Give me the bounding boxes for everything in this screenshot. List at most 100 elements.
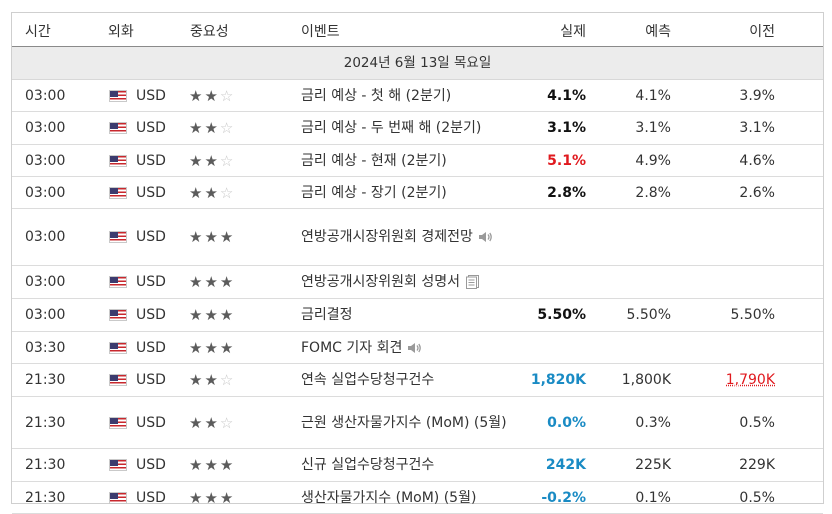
us-flag-icon [109, 122, 127, 134]
row-currency: USD [136, 152, 166, 169]
star-filled-icon: ★ [189, 228, 205, 246]
table-row[interactable]: 21:30 USD ★★☆ 연속 실업수당청구건수 1,820K 1,800K 1,790K [12, 364, 823, 397]
header-importance: 중요성 [190, 24, 229, 40]
event-link[interactable]: 연속 실업수당청구건수 [301, 369, 516, 391]
star-filled-icon: ★ [204, 151, 220, 170]
row-currency: USD [136, 120, 166, 136]
actual-value: -0.2% [541, 489, 586, 506]
table-row[interactable]: 03:00 USD ★★☆ 금리 예상 - 장기 (2분기) 2.8% 2.8% 2.6% [12, 177, 823, 209]
star-filled-icon: ★ [189, 413, 205, 432]
table-row[interactable]: 21:30 USD ★★★ 신규 실업수당청구건수 242K 225K 229K [12, 449, 823, 482]
table-header: 시간 외화 중요성 이벤트 실제 예측 이전 [12, 13, 823, 47]
event-link[interactable]: 금리 예상 - 두 번째 해 (2분기) [301, 117, 516, 139]
event-link[interactable]: 연방공개시장위원회 경제전망 [301, 226, 516, 248]
event-link[interactable]: 생산자물가지수 (MoM) (5월) [301, 487, 516, 509]
event-link[interactable]: 신규 실업수당청구건수 [301, 454, 516, 476]
speaker-icon[interactable] [478, 231, 493, 243]
us-flag-icon [109, 416, 127, 429]
event-link[interactable]: 연방공개시장위원회 성명서 [301, 271, 516, 293]
row-time: 21:30 [25, 414, 66, 431]
table-row[interactable]: 03:00 USD ★★★ 연방공개시장위원회 경제전망 [12, 209, 823, 266]
speaker-icon[interactable] [408, 342, 422, 354]
actual-value: 242K [545, 457, 586, 473]
star-filled-icon: ★ [204, 228, 220, 246]
event-name[interactable]: 금리 예상 - 첫 해 (2분기) [301, 87, 452, 104]
table-row[interactable]: 03:00 USD ★★★ 연방공개시장위원회 성명서 [12, 266, 823, 299]
star-filled-icon: ★ [219, 456, 236, 474]
event-link[interactable]: 금리결정 [301, 304, 516, 326]
star-filled-icon: ★ [204, 371, 220, 389]
event-name[interactable]: 연방공개시장위원회 성명서 [301, 274, 461, 290]
forecast-value: 2.8% [635, 184, 671, 201]
row-time: 03:00 [25, 307, 66, 323]
star-filled-icon: ★ [204, 413, 220, 432]
event-name[interactable]: 신규 실업수당청구건수 [301, 457, 435, 473]
table-row[interactable]: 21:30 USD ★★☆ 근원 생산자물가지수 (MoM) (5월) 0.0% 0.3%… [12, 397, 823, 449]
row-currency: USD [136, 274, 166, 290]
star-empty-icon: ☆ [219, 371, 236, 389]
event-link[interactable]: 금리 예상 - 현재 (2분기) [301, 150, 516, 172]
table-row[interactable]: 03:00 USD ★★☆ 금리 예상 - 현재 (2분기) 5.1% 4.9% 4.6% [12, 145, 823, 177]
star-filled-icon: ★ [219, 273, 236, 291]
us-flag-icon [109, 459, 127, 471]
star-filled-icon: ★ [189, 456, 205, 474]
us-flag-icon [109, 491, 127, 504]
star-filled-icon: ★ [189, 151, 205, 170]
previous-value: 3.1% [739, 120, 775, 136]
table-row[interactable]: 03:30 USD ★★★ FOMC 기자 회견 [12, 332, 823, 364]
row-currency: USD [136, 307, 166, 323]
row-currency: USD [136, 87, 166, 104]
star-filled-icon: ★ [219, 338, 236, 357]
importance-stars: ★★★ [189, 273, 235, 291]
table-row[interactable]: 21:30 USD ★★★ 생산자물가지수 (MoM) (5월) -0.2% 0.1% 0.… [12, 482, 823, 514]
table-row[interactable]: 03:00 USD ★★☆ 금리 예상 - 두 번째 해 (2분기) 3.1% 3.1% 3… [12, 112, 823, 145]
actual-value: 3.1% [547, 120, 586, 136]
event-name[interactable]: 근원 생산자물가지수 (MoM) (5월) [301, 414, 507, 431]
event-link[interactable]: FOMC 기자 회견 [301, 337, 516, 359]
economic-calendar-table: 시간 외화 중요성 이벤트 실제 예측 이전 2024년 6월 13일 목요일 … [11, 12, 824, 514]
event-name[interactable]: 연방공개시장위원회 경제전망 [301, 229, 473, 245]
event-name[interactable]: 금리결정 [301, 307, 353, 323]
star-filled-icon: ★ [189, 338, 205, 357]
forecast-value: 1,800K [621, 372, 671, 388]
star-filled-icon: ★ [204, 119, 220, 137]
row-time: 03:00 [25, 274, 66, 290]
us-flag-icon [109, 154, 127, 167]
event-name[interactable]: FOMC 기자 회견 [301, 339, 403, 356]
row-time: 21:30 [25, 372, 66, 388]
star-filled-icon: ★ [189, 86, 205, 105]
event-name[interactable]: 연속 실업수당청구건수 [301, 372, 435, 388]
event-link[interactable]: 근원 생산자물가지수 (MoM) (5월) [301, 412, 516, 434]
us-flag-icon [109, 374, 127, 386]
us-flag-icon [109, 231, 127, 243]
previous-value: 0.5% [739, 489, 775, 506]
star-filled-icon: ★ [219, 228, 236, 246]
actual-value: 4.1% [547, 87, 586, 104]
row-currency: USD [136, 489, 166, 506]
event-name[interactable]: 금리 예상 - 현재 (2분기) [301, 152, 447, 169]
star-filled-icon: ★ [189, 119, 205, 137]
table-row[interactable]: 03:00 USD ★★★ 금리결정 5.50% 5.50% 5.50% [12, 299, 823, 332]
event-link[interactable]: 금리 예상 - 장기 (2분기) [301, 182, 516, 204]
header-time: 시간 [25, 24, 51, 40]
row-time: 03:00 [25, 229, 66, 245]
row-time: 03:30 [25, 339, 66, 356]
event-link[interactable]: 금리 예상 - 첫 해 (2분기) [301, 85, 516, 107]
star-filled-icon: ★ [219, 306, 236, 324]
event-name[interactable]: 생산자물가지수 (MoM) (5월) [301, 489, 477, 506]
row-time: 21:30 [25, 457, 66, 473]
star-filled-icon: ★ [204, 183, 220, 202]
document-icon[interactable] [466, 275, 480, 289]
event-name[interactable]: 금리 예상 - 두 번째 해 (2분기) [301, 120, 482, 136]
star-filled-icon: ★ [204, 456, 220, 474]
importance-stars: ★★☆ [189, 414, 235, 432]
us-flag-icon [109, 89, 127, 102]
row-currency: USD [136, 372, 166, 388]
actual-value: 5.50% [537, 307, 586, 323]
star-filled-icon: ★ [219, 488, 236, 507]
row-time: 21:30 [25, 489, 66, 506]
row-time: 03:00 [25, 120, 66, 136]
importance-stars: ★★★ [189, 339, 235, 357]
event-name[interactable]: 금리 예상 - 장기 (2분기) [301, 184, 447, 201]
table-row[interactable]: 03:00 USD ★★☆ 금리 예상 - 첫 해 (2분기) 4.1% 4.1% 3.9% [12, 80, 823, 112]
